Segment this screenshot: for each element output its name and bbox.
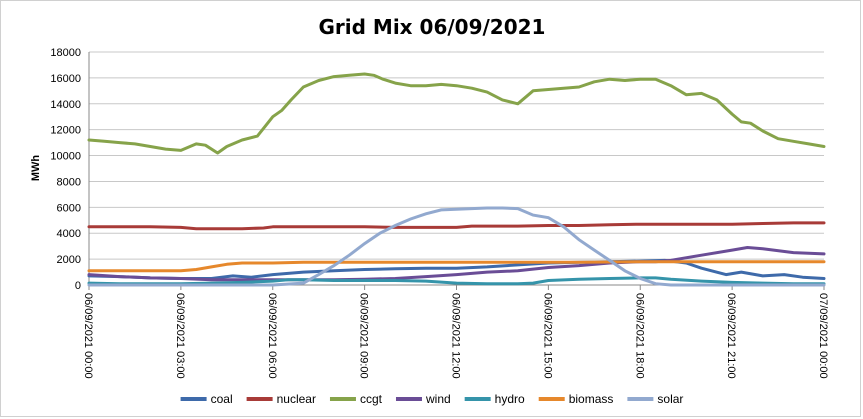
series-line-solar xyxy=(87,206,826,287)
legend-label-hydro: hydro xyxy=(495,392,525,406)
series-line-wind xyxy=(87,246,826,282)
series-line-biomass xyxy=(87,260,826,273)
chart-title: Grid Mix 06/09/2021 xyxy=(319,15,546,39)
y-tick-label: 16000 xyxy=(50,73,81,85)
series-layer xyxy=(87,72,826,287)
y-tick-label: 8000 xyxy=(57,176,81,188)
legend-label-coal: coal xyxy=(211,392,233,406)
grid-layer xyxy=(89,51,824,286)
y-tick-label: 2000 xyxy=(57,254,81,266)
axis-layer: 0 2000 4000 6000 8000 10000 12000 14000 16000 180… xyxy=(50,47,829,379)
series-line-hydro xyxy=(87,276,826,286)
legend-label-biomass: biomass xyxy=(569,392,614,406)
x-tick-label: 06/09/2021 21:00 xyxy=(725,293,737,379)
x-tick-label: 06/09/2021 00:00 xyxy=(82,293,94,379)
y-tick-label: 4000 xyxy=(57,228,81,240)
legend-label-wind: wind xyxy=(425,392,451,406)
x-tick-label: 06/09/2021 06:00 xyxy=(266,293,278,379)
legend-label-solar: solar xyxy=(657,392,683,406)
series-line-nuclear xyxy=(87,221,826,231)
x-tick-label: 07/09/2021 00:00 xyxy=(817,293,829,379)
legend-label-nuclear: nuclear xyxy=(277,392,316,406)
x-tick-label: 06/09/2021 12:00 xyxy=(450,293,462,379)
y-axis-label: MWh xyxy=(30,155,42,182)
series-line-ccgt xyxy=(87,72,826,155)
y-tick-label: 6000 xyxy=(57,202,81,214)
x-tick-label: 06/09/2021 18:00 xyxy=(633,293,645,379)
y-tick-label: 12000 xyxy=(50,125,81,137)
legend-label-ccgt: ccgt xyxy=(360,392,383,406)
x-tick-label: 06/09/2021 03:00 xyxy=(174,293,186,379)
y-tick-label: 10000 xyxy=(50,151,81,163)
y-tick-label: 0 xyxy=(75,280,81,292)
legend: coal nuclear ccgt wind hydro biomass solar xyxy=(180,392,683,406)
series-line-coal xyxy=(87,258,826,280)
x-tick-label: 06/09/2021 09:00 xyxy=(358,293,370,379)
x-tick-label: 06/09/2021 15:00 xyxy=(541,293,553,379)
y-tick-label: 14000 xyxy=(50,99,81,111)
y-tick-label: 18000 xyxy=(50,47,81,59)
